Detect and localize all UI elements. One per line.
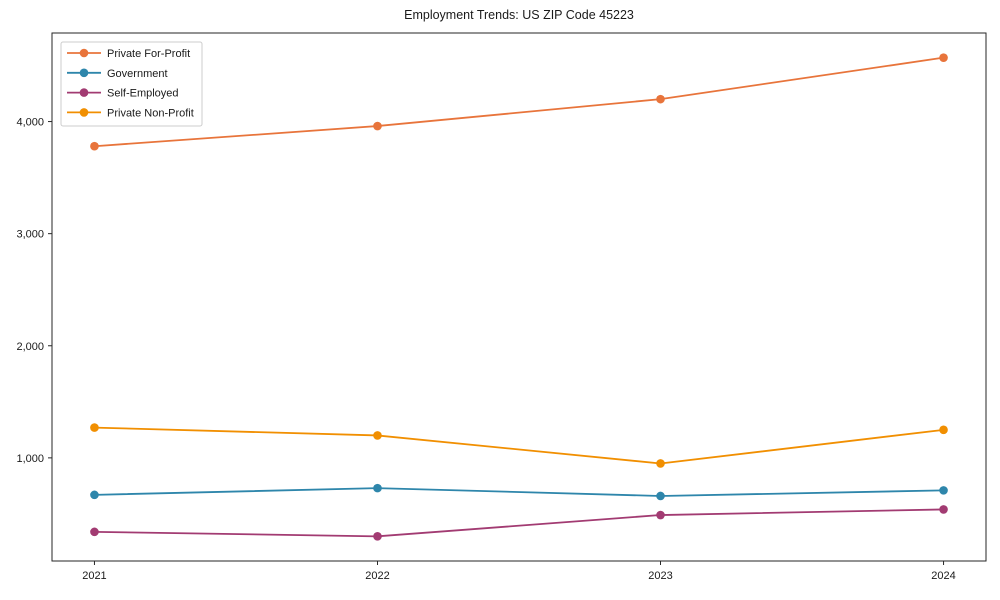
legend-item-private-for-profit: Private For-Profit — [67, 48, 190, 60]
series-marker-private-for-profit — [656, 94, 665, 104]
series-marker-government — [656, 491, 665, 501]
y-tick-label: 3,000 — [16, 229, 44, 241]
series-marker-private-non-profit — [656, 459, 665, 468]
series-marker-self-employed — [656, 510, 665, 520]
series-marker-government — [373, 483, 382, 493]
legend-item-government: Government — [67, 68, 168, 80]
x-tick-label: 2022 — [365, 570, 389, 582]
legend-item-private-non-profit: Private Non-Profit — [67, 107, 194, 119]
legend-marker-icon — [79, 108, 89, 117]
series-marker-government — [939, 486, 948, 495]
legend-label: Private Non-Profit — [107, 107, 194, 119]
plot-frame — [51, 32, 987, 562]
x-tick-label: 2021 — [82, 570, 106, 582]
series-marker-self-employed — [939, 505, 948, 514]
legend-marker-icon — [79, 88, 89, 97]
legend-label: Private For-Profit — [107, 48, 190, 60]
series-marker-self-employed — [373, 532, 382, 541]
y-tick-label: 4,000 — [16, 117, 44, 129]
series-marker-self-employed — [90, 527, 99, 537]
series-marker-private-non-profit — [373, 431, 382, 440]
series-marker-government — [90, 490, 99, 500]
legend-label: Government — [107, 68, 168, 80]
legend-marker-icon — [79, 48, 89, 58]
series-line-private-for-profit — [93, 56, 945, 148]
series-marker-private-for-profit — [373, 121, 382, 131]
chart-title: Employment Trends: US ZIP Code 45223 — [404, 8, 634, 22]
series-marker-private-non-profit — [939, 425, 948, 435]
series-line-self-employed — [93, 508, 945, 538]
x-tick-label: 2024 — [931, 570, 955, 582]
legend-item-self-employed: Self-Employed — [67, 88, 179, 100]
series-marker-private-for-profit — [939, 53, 948, 62]
y-tick-label: 2,000 — [16, 341, 44, 353]
legend-label: Self-Employed — [107, 88, 179, 100]
series-marker-private-for-profit — [90, 141, 99, 151]
y-tick-label: 1,000 — [16, 453, 44, 465]
series-line-government — [93, 487, 945, 497]
series-marker-private-non-profit — [90, 423, 99, 432]
legend-box — [60, 41, 203, 127]
x-tick-label: 2023 — [648, 570, 672, 582]
series-line-private-non-profit — [93, 426, 945, 465]
legend-marker-icon — [79, 68, 89, 78]
